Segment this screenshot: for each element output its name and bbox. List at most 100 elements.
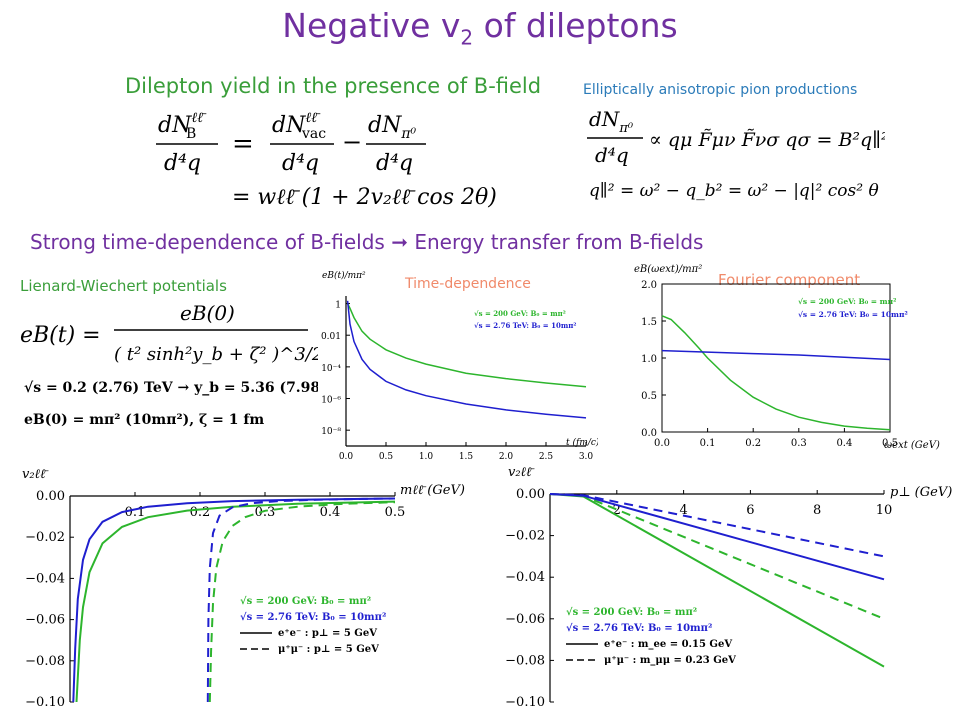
legend-entry: √s = 2.76 TeV: B₀ = 10mπ² [798, 310, 908, 319]
y-tick-label: 0.5 [641, 391, 657, 402]
y-tick-label: −0.06 [505, 612, 545, 627]
y-axis-label: v₂ℓℓ̄ [22, 467, 49, 482]
x-tick-label: 0.0 [654, 438, 670, 449]
lienard-wiechert-label: Lienard-Wiechert potentials [20, 277, 227, 295]
eq1-r2-num: dNπ⁰ [368, 113, 417, 142]
y-tick-label: 1.0 [641, 354, 657, 365]
y-tick-label: 0.01 [321, 332, 341, 342]
y-tick-label: 2.0 [641, 280, 657, 291]
legend-entry: μ⁺μ⁻ : m_μμ = 0.23 GeV [604, 655, 736, 666]
x-tick-label: 8 [813, 503, 821, 518]
legend-entry: √s = 200 GeV: B₀ = mπ² [798, 297, 896, 306]
y-tick-label: −0.02 [25, 530, 65, 545]
series-line-1 [661, 349, 891, 361]
x-tick-label: 0.3 [791, 438, 807, 449]
strong-time-dependence-text: Strong time-dependence of B-fields ➞ Ene… [30, 230, 704, 254]
eq1-r2-den: d⁴q [376, 151, 413, 176]
y-tick-label: −0.06 [25, 613, 65, 628]
x-tick-label: 0.2 [190, 505, 211, 520]
x-axis-label: mℓℓ̄ (GeV) [400, 483, 465, 498]
arrow-right-icon: ➞ [391, 230, 408, 254]
x-tick-label: 0.5 [385, 505, 406, 520]
y-tick-label: 10⁻⁸ [321, 427, 341, 437]
slide-title: Negative v2 of dileptons [282, 6, 678, 50]
x-tick-label: 2.5 [539, 452, 554, 460]
legend-entry: μ⁺μ⁻ : p⊥ = 5 GeV [278, 644, 379, 655]
y-axis-label: eB(ωext)/mπ² [634, 264, 702, 275]
eq1-lhs-num: dNℓℓ̄ [158, 110, 207, 138]
x-axis-label: ωext (GeV) [884, 440, 940, 451]
eq1-lhs-sub: B [186, 126, 196, 142]
time-dependence-chart: 0.0 0.5 1.0 1.5 2.0 2.5 3.0 1 0.01 10⁻⁴ 10⁻⁶ 10⁻⁸ eB… [321, 270, 598, 460]
subtitle-dilepton-yield: Dilepton yield in the presence of B-fiel… [125, 74, 542, 98]
x-tick-label: 2 [613, 503, 621, 518]
dilepton-yield-equation: dNℓℓ̄ B d⁴q = dNℓℓ̄ vac d⁴q − dNπ⁰ d⁴q =… [156, 110, 497, 210]
x-tick-label: 0.1 [700, 438, 716, 449]
legend-entry: √s = 200 GeV: B₀ = mπ² [566, 606, 697, 618]
legend-entry: √s = 2.76 TeV: B₀ = 10mπ² [240, 611, 386, 623]
pion-production-equation: dNπ⁰ d⁴q ∝ qμ F̃μν F̃νσ qσ = B²q∥² q∥² =… [587, 107, 885, 201]
eB-den: ( t² sinh²y_b + ζ² )^3/2 [114, 344, 318, 365]
y-tick-label: 10⁻⁶ [321, 396, 341, 406]
eB-num: eB(0) [180, 301, 235, 325]
series-line-0 [72, 497, 396, 703]
x-tick-label: 0.5 [882, 438, 898, 449]
time-dependence-label: Time-dependence [405, 276, 531, 292]
x-tick-label: 1.5 [459, 452, 474, 460]
y-tick-label: −0.04 [505, 570, 545, 585]
y-tick-label: −0.10 [505, 695, 545, 710]
x-axis-label: p⊥ (GeV) [890, 485, 952, 500]
v2-vs-mass-chart: 0.1 0.2 0.3 0.4 0.50.00−0.02−0.04−0.06−0.08−… [22, 467, 465, 710]
series-line-0 [661, 315, 891, 431]
eB-lhs: eB(t) = [20, 323, 101, 348]
lienard-wiechert-equation: eB(t) = eB(0) ( t² sinh²y_b + ζ² )^3/2 √… [20, 301, 318, 428]
x-tick-label: 4 [679, 503, 687, 518]
y-tick-label: 0.00 [36, 489, 65, 504]
x-tick-label: 2.0 [499, 452, 514, 460]
y-tick-label: 1 [335, 301, 341, 311]
eq4: q∥² = ω² − q_b² = ω² − |q|² cos² θ [589, 181, 879, 201]
eq1-minus: − [342, 128, 362, 156]
eB0-line: eB(0) = mπ² (10mπ²), ζ = 1 fm [24, 412, 264, 428]
x-tick-label: 10 [876, 503, 893, 518]
y-tick-label: 10⁻⁴ [321, 364, 341, 374]
x-tick-label: 1.0 [419, 452, 434, 460]
eq1-r1-sub: vac [301, 126, 326, 142]
v2-vs-pt-chart: 2 4 6 8 10 0.00 −0.02 −0.04 −0.06 −0.08 −0.10 v₂ℓℓ̄… [505, 465, 952, 710]
x-tick-label: 0.0 [339, 452, 354, 460]
x-tick-label: 0.4 [320, 505, 341, 520]
y-tick-label: −0.02 [505, 529, 545, 544]
y-tick-label: −0.04 [25, 571, 65, 586]
sqrt-s-line: √s = 0.2 (2.76) TeV → y_b = 5.36 (7.98) [24, 380, 318, 396]
legend-entry: √s = 2.76 TeV: B₀ = 10mπ² [566, 622, 712, 634]
y-tick-label: −0.08 [25, 654, 65, 669]
series-line-1 [75, 500, 396, 703]
series-line-0 [346, 303, 587, 388]
eq1-equals: = [232, 129, 254, 159]
legend-entry: √s = 200 GeV: B₀ = mπ² [240, 595, 371, 607]
fourier-component-chart: 0.0 0.1 0.2 0.3 0.4 0.5 0.0 0.5 1.0 1.5 2.0 eB(ωext… [634, 264, 940, 451]
x-tick-label: 0.2 [745, 438, 761, 449]
x-tick-label: 0.5 [379, 452, 394, 460]
legend-entry: √s = 2.76 TeV: B₀ = 10mπ² [474, 321, 576, 330]
y-tick-label: 0.00 [516, 487, 545, 502]
legend-entry: e⁺e⁻ : p⊥ = 5 GeV [278, 628, 377, 639]
eq1-r1-den: d⁴q [282, 151, 319, 176]
subtitle-pion-production: Elliptically anisotropic pion production… [583, 82, 858, 98]
eq3-rhs: ∝ qμ F̃μν F̃νσ qσ = B²q∥² [649, 129, 885, 151]
series-line-3 [549, 493, 885, 558]
series-line-2 [206, 497, 396, 703]
eq1-lhs-den: d⁴q [164, 151, 201, 176]
x-axis-label: t (fm/c) [566, 437, 598, 448]
y-tick-label: 0.0 [641, 428, 657, 439]
legend-entry: e⁺e⁻ : m_ee = 0.15 GeV [604, 639, 732, 650]
eq2: = wℓℓ̄ (1 + 2v₂ℓℓ̄ cos 2θ) [232, 185, 497, 210]
y-axis-label: v₂ℓℓ̄ [508, 465, 535, 480]
eq3-num: dNπ⁰ [589, 107, 634, 136]
y-tick-label: 1.5 [641, 317, 657, 328]
x-tick-label: 6 [746, 503, 754, 518]
series-line-3 [208, 501, 396, 703]
x-tick-label: 3.0 [579, 452, 594, 460]
x-tick-label: 0.4 [836, 438, 852, 449]
y-axis-label: eB(t)/mπ² [322, 270, 366, 281]
